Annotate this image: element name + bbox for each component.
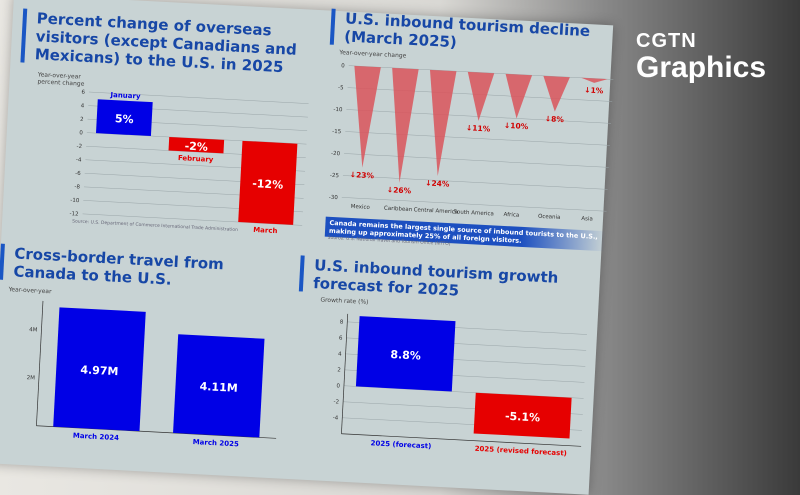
y-tick-label: 4 [81, 103, 85, 109]
data-label: ↓26% [387, 185, 412, 195]
data-label: 5% [115, 112, 134, 126]
y-tick-label: -4 [333, 415, 339, 421]
x-tick-label: March 2024 [73, 432, 120, 442]
y-tick-label: 4 [338, 351, 342, 357]
y-tick-label: 0 [341, 63, 345, 69]
y-tick-label: -10 [333, 107, 343, 113]
y-tick-label: 8 [340, 320, 344, 326]
x-tick-label: February [178, 154, 214, 164]
bar [543, 75, 570, 112]
chart-tourism-decline: 0 -5 -10 -15 -20 -25 -30 ↓23% Mexico ↓26% Caribbea… [329, 63, 614, 223]
gridline [342, 175, 608, 190]
x-tick-label: Africa [503, 212, 519, 219]
y-tick-label: 2M [27, 375, 36, 381]
x-tick-label: January [109, 91, 141, 101]
y-tick-label: 6 [339, 335, 343, 341]
panel-canada-travel: Cross-border travel from Canada to the U… [0, 243, 291, 459]
gridline [345, 131, 610, 146]
y-tick-label: 0 [336, 383, 340, 389]
y-tick-label: -5 [338, 85, 344, 91]
chart-canada-travel: 2M 4M 4.97M March 2024 4.11M March 2025 [27, 300, 277, 448]
data-label: ↓23% [350, 170, 375, 180]
y-tick-label: -2 [333, 399, 339, 405]
y-tick-label: -25 [330, 173, 340, 179]
y-axis [341, 313, 349, 434]
data-label: 4.97M [80, 363, 119, 378]
y-tick-label: -12 [69, 211, 78, 217]
bar [505, 73, 533, 119]
y-tick-label: -30 [329, 195, 339, 201]
data-label: 8.8% [390, 348, 421, 363]
bar [168, 136, 225, 154]
y-tick-label: 4M [29, 327, 38, 333]
logo-line1: CGTN [636, 30, 697, 52]
data-label: ↓24% [425, 178, 450, 188]
bar [429, 69, 457, 177]
bar [354, 65, 381, 168]
x-tick-label: Oceania [538, 214, 561, 221]
data-label: -5.1% [505, 410, 541, 425]
y-tick-label: 2 [337, 367, 341, 373]
cgtn-graphics-logo: CGTN Graphics [636, 30, 766, 83]
x-tick-label: March [253, 226, 278, 235]
bar [173, 334, 265, 438]
data-label: -12% [252, 177, 284, 192]
bar [95, 99, 153, 137]
y-tick-label: 2 [80, 117, 84, 123]
data-label: ↓10% [504, 121, 529, 131]
y-tick-label: -15 [332, 129, 342, 135]
panel-tourism-decline: U.S. inbound tourism decline (March 2025… [319, 8, 622, 264]
chart-overseas-visitors: 6 4 2 0 -2 -4 -6 -8 -10 -12 5% January -2%February -1… [69, 90, 309, 235]
y-tick-label: -6 [75, 171, 81, 177]
x-tick-label: Asia [581, 216, 593, 223]
data-label: ↓8% [545, 114, 565, 124]
gridline [88, 91, 309, 104]
y-tick-label: -10 [70, 198, 80, 204]
bar [392, 67, 419, 183]
y-tick-label: -4 [76, 157, 82, 163]
x-tick-label: Central America [413, 207, 458, 215]
bar [53, 307, 146, 432]
panel-overseas-visitors: Percent change of overseas visitors (exc… [11, 8, 313, 254]
y-tick-label: -8 [74, 184, 80, 190]
y-tick-label: -2 [76, 144, 82, 150]
x-tick-label: Caribbean [384, 206, 413, 213]
y-axis [36, 300, 44, 426]
x-axis [341, 433, 582, 447]
data-label: 4.11M [199, 380, 238, 395]
data-label: ↓11% [466, 123, 491, 133]
x-tick-label: South America [453, 209, 494, 217]
bar [473, 392, 572, 439]
y-tick-label: 0 [79, 130, 83, 136]
gridline [344, 153, 609, 168]
logo-line2: Graphics [636, 51, 767, 84]
panel-growth-forecast: U.S. inbound tourism growth forecast for… [290, 255, 601, 470]
data-label: ↓1% [584, 85, 604, 95]
chart-growth-forecast: 8 6 4 2 0 -2 -4 8.8% 2025 (forecast) -5.1% 2025 (r… [333, 313, 587, 458]
x-tick-label: March 2025 [192, 438, 239, 448]
bar [467, 71, 495, 121]
y-tick-label: -20 [331, 151, 341, 157]
infographic-sheet: Percent change of overseas visitors (exc… [0, 0, 622, 495]
bar [355, 316, 456, 392]
x-tick-label: Mexico [350, 204, 370, 211]
chart-title: Percent change of overseas visitors (exc… [20, 8, 313, 78]
gridline [341, 197, 607, 212]
bar [238, 140, 298, 225]
y-tick-label: 6 [81, 90, 85, 96]
data-label: -2% [184, 140, 208, 154]
x-tick-label: 2025 (revised forecast) [474, 445, 567, 458]
x-tick-label: 2025 (forecast) [370, 439, 431, 450]
bar [581, 77, 608, 83]
